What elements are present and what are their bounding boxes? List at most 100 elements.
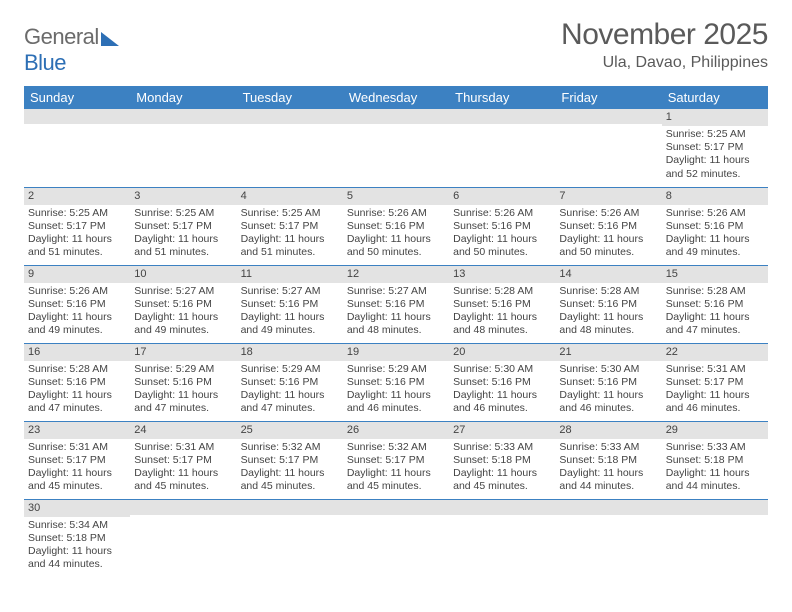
sunrise-line: Sunrise: 5:31 AM [666, 363, 764, 376]
sunset-line: Sunset: 5:16 PM [666, 298, 764, 311]
daylight-line: Daylight: 11 hours and 48 minutes. [559, 311, 657, 337]
sunrise-line: Sunrise: 5:27 AM [347, 285, 445, 298]
calendar-day-cell: 13Sunrise: 5:28 AMSunset: 5:16 PMDayligh… [449, 265, 555, 343]
day-info: Sunrise: 5:32 AMSunset: 5:17 PMDaylight:… [343, 439, 449, 498]
calendar-day-cell: 1Sunrise: 5:25 AMSunset: 5:17 PMDaylight… [662, 109, 768, 187]
day-info [449, 515, 555, 565]
calendar-table: Sunday Monday Tuesday Wednesday Thursday… [24, 86, 768, 577]
calendar-week-row: 23Sunrise: 5:31 AMSunset: 5:17 PMDayligh… [24, 421, 768, 499]
day-number: 29 [662, 422, 768, 439]
sunset-line: Sunset: 5:16 PM [134, 298, 232, 311]
day-info [130, 124, 236, 174]
calendar-day-cell: 19Sunrise: 5:29 AMSunset: 5:16 PMDayligh… [343, 343, 449, 421]
day-number: 25 [237, 422, 343, 439]
day-info: Sunrise: 5:26 AMSunset: 5:16 PMDaylight:… [449, 205, 555, 264]
day-info: Sunrise: 5:28 AMSunset: 5:16 PMDaylight:… [555, 283, 661, 342]
weekday-header: Sunday [24, 86, 130, 109]
calendar-day-cell [24, 109, 130, 187]
sunrise-line: Sunrise: 5:26 AM [347, 207, 445, 220]
day-info [449, 124, 555, 174]
calendar-day-cell: 23Sunrise: 5:31 AMSunset: 5:17 PMDayligh… [24, 421, 130, 499]
calendar-day-cell [555, 109, 661, 187]
day-number: 9 [24, 266, 130, 283]
sunrise-line: Sunrise: 5:25 AM [241, 207, 339, 220]
sunset-line: Sunset: 5:16 PM [241, 298, 339, 311]
calendar-day-cell [343, 109, 449, 187]
day-number: 27 [449, 422, 555, 439]
day-number [449, 109, 555, 124]
calendar-day-cell: 8Sunrise: 5:26 AMSunset: 5:16 PMDaylight… [662, 187, 768, 265]
calendar-day-cell: 22Sunrise: 5:31 AMSunset: 5:17 PMDayligh… [662, 343, 768, 421]
daylight-line: Daylight: 11 hours and 49 minutes. [241, 311, 339, 337]
day-number: 2 [24, 188, 130, 205]
daylight-line: Daylight: 11 hours and 46 minutes. [666, 389, 764, 415]
sunrise-line: Sunrise: 5:28 AM [453, 285, 551, 298]
daylight-line: Daylight: 11 hours and 47 minutes. [134, 389, 232, 415]
day-number [237, 500, 343, 515]
sunrise-line: Sunrise: 5:30 AM [559, 363, 657, 376]
sunrise-line: Sunrise: 5:31 AM [28, 441, 126, 454]
weekday-header: Monday [130, 86, 236, 109]
sunset-line: Sunset: 5:17 PM [134, 454, 232, 467]
daylight-line: Daylight: 11 hours and 50 minutes. [347, 233, 445, 259]
day-info: Sunrise: 5:31 AMSunset: 5:17 PMDaylight:… [662, 361, 768, 420]
day-info: Sunrise: 5:25 AMSunset: 5:17 PMDaylight:… [662, 126, 768, 185]
day-info: Sunrise: 5:26 AMSunset: 5:16 PMDaylight:… [343, 205, 449, 264]
location-subtitle: Ula, Davao, Philippines [561, 54, 768, 72]
calendar-day-cell: 30Sunrise: 5:34 AMSunset: 5:18 PMDayligh… [24, 499, 130, 577]
calendar-day-cell: 24Sunrise: 5:31 AMSunset: 5:17 PMDayligh… [130, 421, 236, 499]
day-info [237, 515, 343, 565]
day-info: Sunrise: 5:32 AMSunset: 5:17 PMDaylight:… [237, 439, 343, 498]
day-info [237, 124, 343, 174]
day-number: 6 [449, 188, 555, 205]
calendar-day-cell [237, 499, 343, 577]
sunrise-line: Sunrise: 5:25 AM [134, 207, 232, 220]
daylight-line: Daylight: 11 hours and 51 minutes. [241, 233, 339, 259]
daylight-line: Daylight: 11 hours and 46 minutes. [453, 389, 551, 415]
day-info: Sunrise: 5:33 AMSunset: 5:18 PMDaylight:… [555, 439, 661, 498]
day-number: 26 [343, 422, 449, 439]
day-number: 16 [24, 344, 130, 361]
day-number: 8 [662, 188, 768, 205]
day-number: 5 [343, 188, 449, 205]
sunrise-line: Sunrise: 5:31 AM [134, 441, 232, 454]
sunset-line: Sunset: 5:17 PM [241, 220, 339, 233]
title-block: November 2025 Ula, Davao, Philippines [561, 18, 768, 72]
day-number: 22 [662, 344, 768, 361]
brand-text: General Blue [24, 24, 119, 76]
brand-part1: General [24, 24, 99, 49]
calendar-day-cell [130, 499, 236, 577]
calendar-day-cell [662, 499, 768, 577]
sunset-line: Sunset: 5:16 PM [347, 220, 445, 233]
day-info: Sunrise: 5:28 AMSunset: 5:16 PMDaylight:… [662, 283, 768, 342]
sunrise-line: Sunrise: 5:33 AM [453, 441, 551, 454]
day-info: Sunrise: 5:28 AMSunset: 5:16 PMDaylight:… [24, 361, 130, 420]
day-info: Sunrise: 5:31 AMSunset: 5:17 PMDaylight:… [130, 439, 236, 498]
page-header: General Blue November 2025 Ula, Davao, P… [24, 18, 768, 76]
sunrise-line: Sunrise: 5:26 AM [28, 285, 126, 298]
day-number: 18 [237, 344, 343, 361]
sunset-line: Sunset: 5:16 PM [134, 376, 232, 389]
day-number [130, 500, 236, 515]
brand-logo: General Blue [24, 18, 119, 76]
calendar-day-cell [130, 109, 236, 187]
day-info: Sunrise: 5:29 AMSunset: 5:16 PMDaylight:… [343, 361, 449, 420]
day-number: 17 [130, 344, 236, 361]
sunset-line: Sunset: 5:16 PM [559, 220, 657, 233]
daylight-line: Daylight: 11 hours and 48 minutes. [347, 311, 445, 337]
calendar-day-cell: 12Sunrise: 5:27 AMSunset: 5:16 PMDayligh… [343, 265, 449, 343]
weekday-header: Thursday [449, 86, 555, 109]
day-info: Sunrise: 5:25 AMSunset: 5:17 PMDaylight:… [24, 205, 130, 264]
day-info: Sunrise: 5:27 AMSunset: 5:16 PMDaylight:… [343, 283, 449, 342]
sunrise-line: Sunrise: 5:32 AM [347, 441, 445, 454]
calendar-day-cell: 20Sunrise: 5:30 AMSunset: 5:16 PMDayligh… [449, 343, 555, 421]
sunrise-line: Sunrise: 5:28 AM [559, 285, 657, 298]
sunrise-line: Sunrise: 5:25 AM [666, 128, 764, 141]
sunrise-line: Sunrise: 5:26 AM [666, 207, 764, 220]
daylight-line: Daylight: 11 hours and 44 minutes. [559, 467, 657, 493]
day-info [343, 124, 449, 174]
weekday-header-row: Sunday Monday Tuesday Wednesday Thursday… [24, 86, 768, 109]
calendar-week-row: 16Sunrise: 5:28 AMSunset: 5:16 PMDayligh… [24, 343, 768, 421]
day-info [24, 124, 130, 174]
sunrise-line: Sunrise: 5:29 AM [347, 363, 445, 376]
